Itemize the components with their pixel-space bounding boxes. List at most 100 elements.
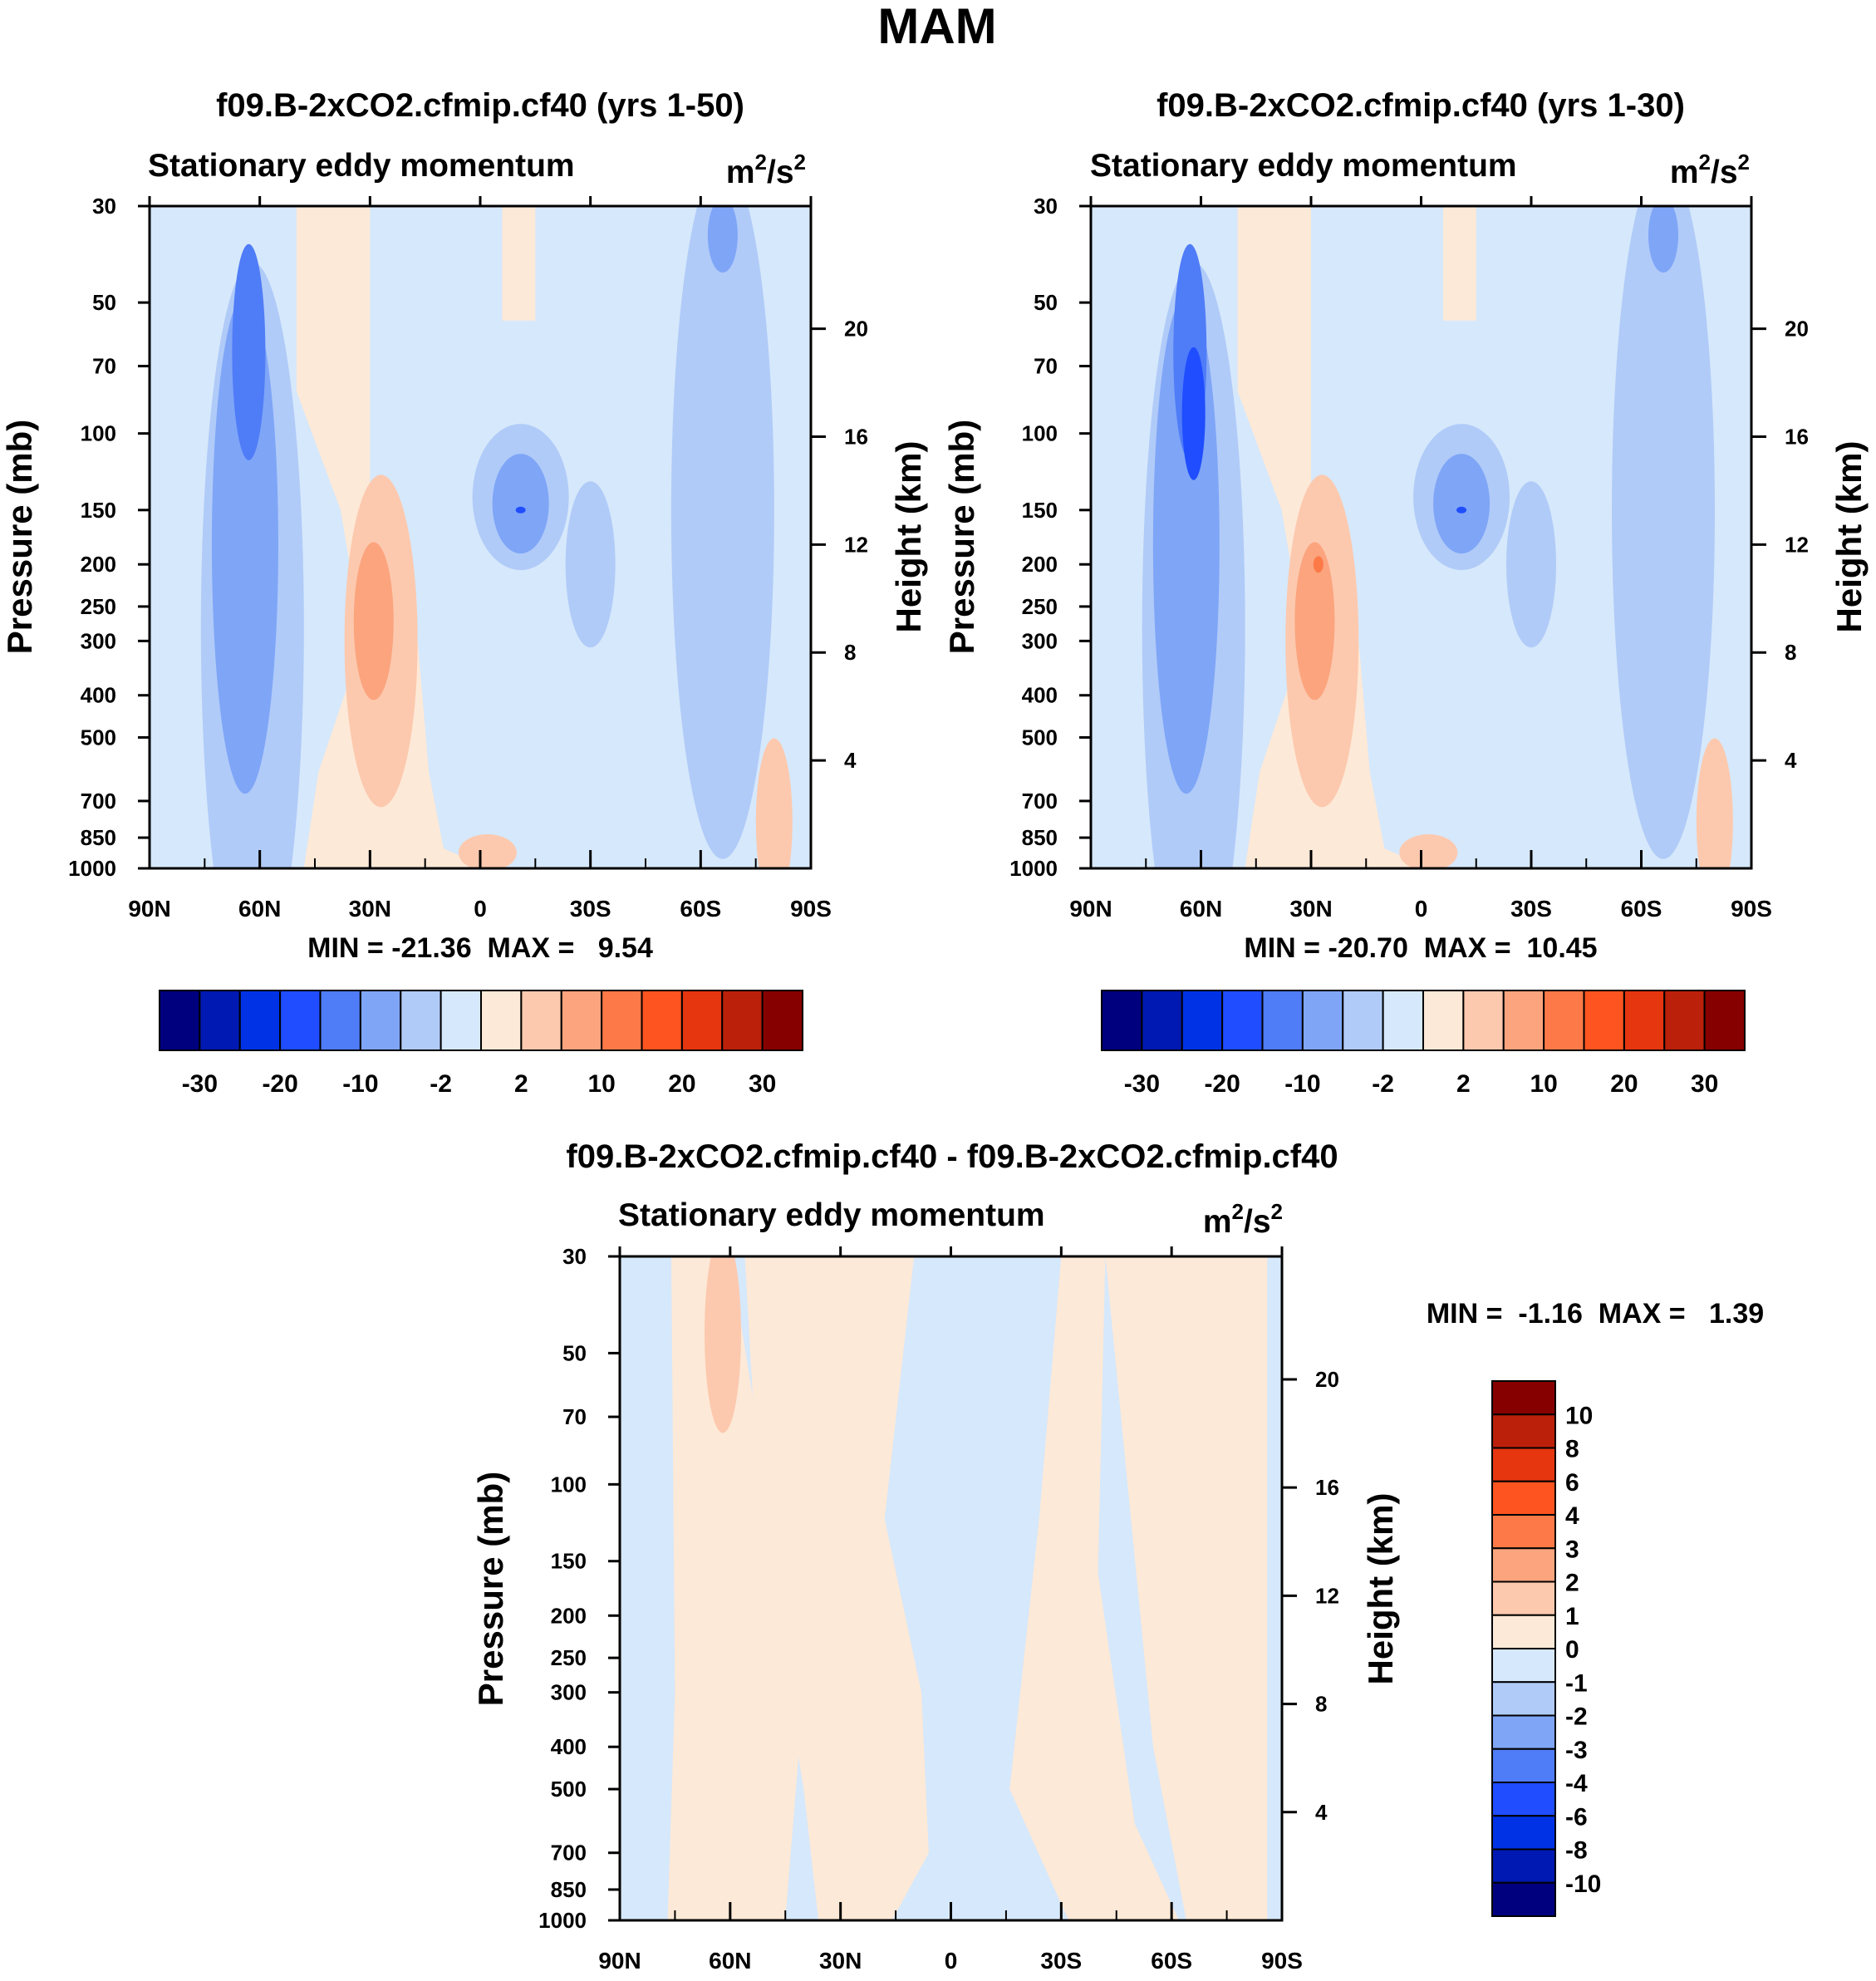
x-tick-label: 30N: [349, 896, 391, 922]
y-tick-label: 70: [1034, 354, 1058, 379]
y-tick-label: 250: [551, 1645, 587, 1670]
colorbar-label: -2: [1565, 1703, 1588, 1731]
colorbar-swatch: [560, 990, 603, 1051]
y2-tick-label: 4: [844, 748, 857, 773]
colorbar-swatch: [1491, 1748, 1556, 1783]
panel2-units: m2/s2: [1670, 150, 1750, 190]
warm-surface-eq: [1399, 834, 1458, 868]
colorbar-label: -10: [1565, 1870, 1601, 1898]
colorbar-swatch: [1491, 1881, 1556, 1917]
colorbar-swatch: [1261, 990, 1304, 1051]
y-tick-label: 1000: [1009, 856, 1058, 881]
y-tick-label: 850: [551, 1877, 587, 1902]
panel-yrs-1-30: f09.B-2xCO2.cfmip.cf40 (yrs 1-30) Statio…: [942, 87, 1869, 964]
panel2-ylabel: Pressure (mb): [942, 420, 981, 654]
panel3-field: [620, 1256, 1282, 1920]
colorbar-swatch: [440, 990, 482, 1051]
colorbar-swatch: [159, 990, 201, 1051]
y-tick-label: 150: [81, 498, 116, 523]
warm-band-tropic: [744, 1256, 929, 1920]
colorbar-swatch: [1462, 990, 1505, 1051]
y2-tick-label: 16: [1785, 424, 1809, 449]
colorbar-label: -10: [1284, 1070, 1320, 1098]
panel2-field: [1091, 206, 1751, 868]
y-tick-label: 150: [1022, 498, 1058, 523]
colorbar-swatch: [680, 990, 724, 1051]
cold-max-eq: [1456, 506, 1467, 514]
cold-region-sh: [670, 206, 774, 859]
panel3-plot: 90N 60N 30N 0 30S 60S 90S 30 50 70 100 150 200 250 300…: [538, 1244, 1339, 1974]
colorbar-label: -3: [1565, 1737, 1588, 1764]
colorbar-swatch: [480, 990, 523, 1051]
colorbar-label: -10: [342, 1070, 378, 1098]
y-tick-label: 500: [81, 725, 116, 750]
y2-tick-label: 12: [844, 532, 868, 557]
y-tick-label: 400: [81, 683, 116, 708]
cool-band-pole: [620, 1256, 675, 1920]
colorbar-label: 10: [1530, 1070, 1557, 1098]
colorbar-panel1: -30 -20 -10 -2 2 10 20 30: [159, 990, 803, 1098]
warm-surface-sh: [755, 738, 793, 868]
y-tick-label: 100: [81, 421, 116, 446]
x-tick-label: 30N: [819, 1948, 862, 1974]
cold-region-subtropic-sh: [565, 481, 616, 648]
y-tick-label: 500: [1022, 725, 1058, 750]
x-tick-label: 60S: [680, 896, 721, 922]
cool-band-eq: [884, 1256, 1069, 1920]
panel3-title: f09.B-2xCO2.cfmip.cf40 - f09.B-2xCO2.cfm…: [566, 1138, 1338, 1175]
y2-tick-label: 20: [844, 317, 868, 342]
colorbar-label: -8: [1565, 1837, 1588, 1865]
colorbar-label: -20: [1204, 1070, 1240, 1098]
colorbar-swatch: [1663, 990, 1706, 1051]
colorbar-panel2: -30 -20 -10 -2 2 10 20 30: [1101, 990, 1746, 1098]
colorbar-label: 2: [1565, 1570, 1579, 1597]
y-tick-label: 30: [92, 194, 116, 219]
colorbar-label: -6: [1565, 1803, 1588, 1831]
y-tick-label: 50: [562, 1340, 587, 1365]
colorbar-swatch: [520, 990, 562, 1051]
y-tick-label: 700: [551, 1841, 587, 1865]
cold-region-upper-eq-2: [492, 454, 549, 554]
colorbar-label: 20: [668, 1070, 695, 1098]
panel2-title: f09.B-2xCO2.cfmip.cf40 (yrs 1-30): [1157, 87, 1685, 124]
colorbar-swatch: [601, 990, 643, 1051]
panel3-subtitle: Stationary eddy momentum: [618, 1197, 1045, 1233]
colorbar-swatch: [1491, 1681, 1556, 1717]
y-tick-label: 200: [551, 1603, 587, 1628]
panel2-y2label: Height (km): [1829, 441, 1869, 633]
y-tick-label: 30: [1034, 194, 1058, 219]
colorbar-swatch: [1301, 990, 1344, 1051]
y-tick-label: 700: [1022, 789, 1058, 814]
panel1-y2label: Height (km): [889, 441, 928, 633]
colorbar-label: 30: [749, 1070, 776, 1098]
panel2-plot: 90N 60N 30N 0 30S 60S 90S 30 50 70 100 150 200 250 300…: [1009, 194, 1809, 922]
cold-region-upper-eq-2: [1433, 454, 1490, 554]
y-tick-label: 200: [1022, 552, 1058, 577]
panel2-stats: MIN = -20.70 MAX = 10.45: [1244, 932, 1597, 964]
colorbar-swatch: [1491, 1580, 1556, 1616]
panel2-subtitle: Stationary eddy momentum: [1090, 148, 1517, 184]
y-tick-label: 70: [92, 354, 116, 379]
colorbar-swatch: [1491, 1848, 1556, 1884]
panel-difference: f09.B-2xCO2.cfmip.cf40 - f09.B-2xCO2.cfm…: [471, 1138, 1764, 1974]
colorbar-swatch: [1583, 990, 1625, 1051]
colorbar-swatch: [1623, 990, 1666, 1051]
colorbar-label: -2: [430, 1070, 452, 1098]
y-tick-label: 30: [562, 1244, 587, 1269]
panel1-title: f09.B-2xCO2.cfmip.cf40 (yrs 1-50): [216, 87, 744, 124]
y2-tick-label: 4: [1315, 1800, 1328, 1825]
y-tick-label: 100: [1022, 421, 1058, 446]
colorbar-swatch: [641, 990, 683, 1051]
y2-tick-label: 8: [1315, 1692, 1327, 1717]
x-tick-label: 0: [945, 1948, 958, 1974]
colorbar-swatch: [1491, 1380, 1556, 1416]
y-tick-label: 400: [551, 1734, 587, 1759]
panel1-stats: MIN = -21.36 MAX = 9.54: [307, 932, 653, 964]
y2-tick-label: 16: [1315, 1475, 1339, 1500]
colorbar-label: 4: [1565, 1502, 1579, 1530]
y2-tick-label: 20: [1315, 1367, 1339, 1392]
colorbar-label: -2: [1372, 1070, 1394, 1098]
x-tick-label: 90N: [598, 1948, 641, 1974]
